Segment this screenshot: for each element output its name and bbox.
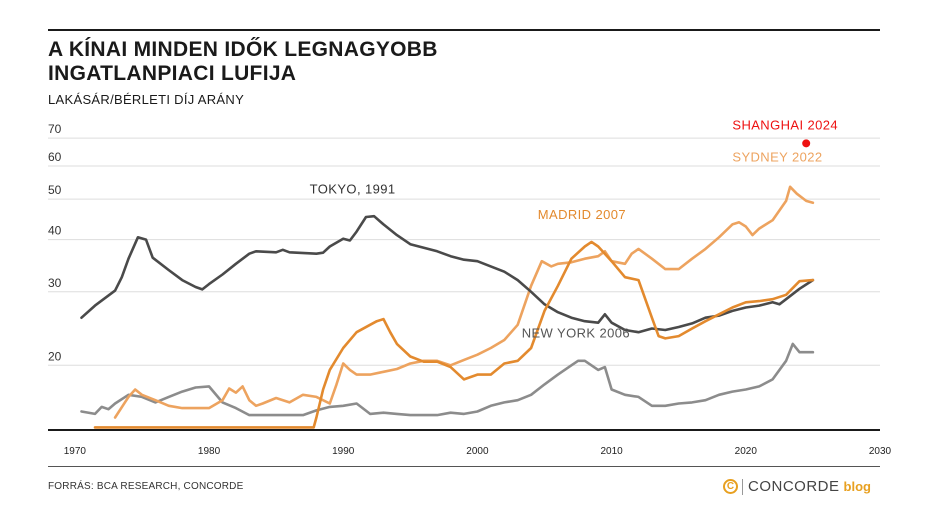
series-line-tokyo <box>80 214 815 334</box>
logo-divider <box>742 478 743 495</box>
concorde-logo: C CONCORDE blog <box>723 478 871 495</box>
x-tick-label: 2010 <box>600 446 623 457</box>
logo-blog: blog <box>843 479 871 494</box>
y-tick-label: 70 <box>48 122 62 136</box>
y-tick-label: 30 <box>48 276 62 290</box>
series-line-newyork <box>80 342 815 417</box>
chart-title-line-1: A KÍNAI MINDEN IDŐK LEGNAGYOBB <box>48 38 438 61</box>
y-tick-label: 50 <box>48 183 62 197</box>
x-tick-label: 2000 <box>466 446 489 457</box>
concorde-c-icon: C <box>723 479 738 494</box>
y-tick-label: 20 <box>48 349 62 363</box>
logo-name: CONCORDE <box>748 478 840 495</box>
x-tick-label: 1970 <box>64 446 87 457</box>
series-line-madrid <box>93 240 815 429</box>
top-rule <box>48 29 880 31</box>
y-tick-label: 60 <box>48 150 62 164</box>
x-tick-label: 2020 <box>735 446 758 457</box>
x-tick-label: 1980 <box>198 446 221 457</box>
series-label-newyork: NEW YORK 2006 <box>522 326 630 341</box>
source-note: FORRÁS: BCA RESEARCH, CONCORDE <box>48 481 244 492</box>
chart-subtitle: LAKÁSÁR/BÉRLETI DÍJ ARÁNY <box>48 92 245 107</box>
series-label-tokyo: TOKYO, 1991 <box>310 182 396 197</box>
chart-title-line-2: INGATLANPIACI LUFIJA <box>48 62 297 85</box>
series-line-sydney <box>113 185 815 419</box>
series-label-sydney: SYDNEY 2022 <box>732 150 822 165</box>
series-label-madrid: MADRID 2007 <box>538 207 626 222</box>
series-point-shanghai <box>802 139 811 148</box>
chart-title: A KÍNAI MINDEN IDŐK LEGNAGYOBB INGATLANP… <box>48 38 438 86</box>
bottom-rule <box>48 466 880 467</box>
x-tick-label: 2030 <box>869 446 892 457</box>
y-tick-label: 40 <box>48 224 62 238</box>
x-tick-label: 1990 <box>332 446 355 457</box>
series-label-shanghai: SHANGHAI 2024 <box>732 118 838 133</box>
